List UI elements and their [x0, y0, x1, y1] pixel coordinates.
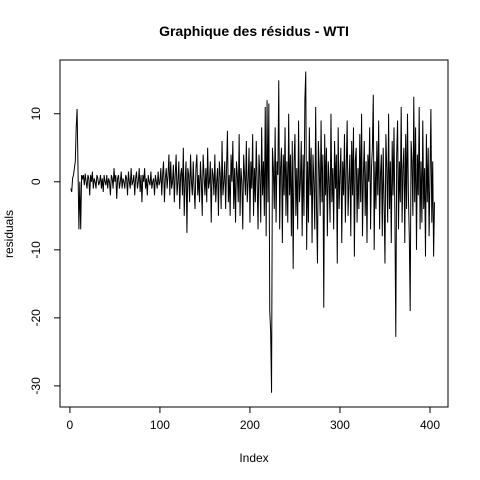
y-tick-label: -20: [29, 309, 43, 327]
residual-line: [70, 71, 435, 393]
x-tick-label: 0: [67, 418, 74, 432]
x-tick-label: 300: [330, 418, 350, 432]
x-tick-label: 400: [420, 418, 440, 432]
y-tick-label: 0: [29, 178, 43, 185]
chart-title: Graphique des résidus - WTI: [159, 23, 349, 39]
x-tick-label: 100: [150, 418, 170, 432]
y-tick-label: -30: [29, 377, 43, 395]
x-tick-label: 200: [240, 418, 260, 432]
y-axis-label: residuals: [2, 210, 16, 258]
y-tick-label: -10: [29, 241, 43, 259]
x-axis-label: Index: [239, 451, 268, 465]
y-tick-label: 10: [29, 107, 43, 121]
plot-frame: [59, 59, 449, 408]
